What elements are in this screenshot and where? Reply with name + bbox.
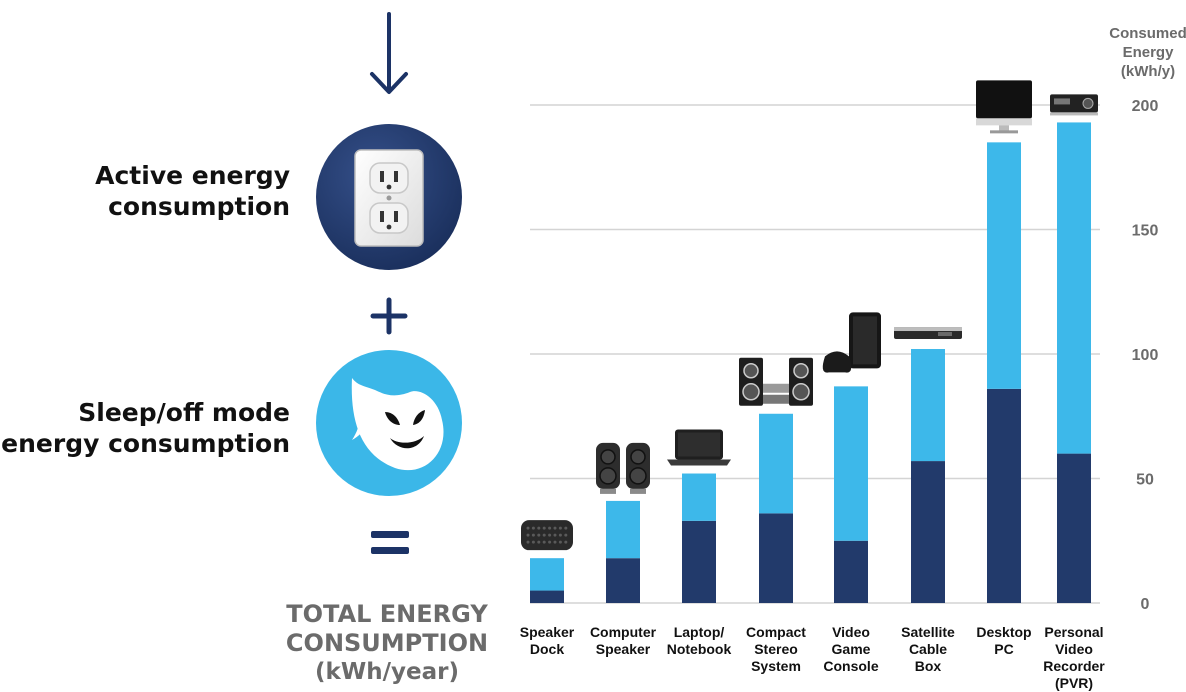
bar-segment-sleep-mode — [987, 388, 1021, 603]
y-tick-label: 0 — [1141, 596, 1150, 613]
y-tick-label: 50 — [1136, 472, 1154, 489]
category-label-line: Laptop/ — [674, 624, 725, 640]
bar-segment-sleep-mode — [759, 513, 793, 603]
category-label-line: Video — [1055, 641, 1093, 657]
category-label-line: System — [751, 658, 801, 674]
category-label: Laptop/Notebook — [667, 624, 732, 657]
axis-title-line: (kWh/y) — [1121, 63, 1175, 80]
left-panel-graphics — [316, 12, 462, 554]
bar-segment-active — [759, 413, 793, 514]
category-label-line: (PVR) — [1055, 675, 1093, 691]
bar-segment-active — [606, 500, 640, 559]
category-label-line: Desktop — [976, 624, 1031, 640]
total-label-line: CONSUMPTION — [285, 629, 489, 657]
bar-segment-active — [1057, 122, 1091, 454]
category-label-line: Dock — [530, 641, 564, 657]
total-consumption-label: TOTAL ENERGY CONSUMPTION (kWh/year) — [282, 600, 492, 687]
active-label-line: Active energy — [95, 161, 290, 190]
ghost-icon — [316, 350, 462, 496]
axis-title-line: Energy — [1123, 44, 1175, 61]
category-label-line: Console — [823, 658, 878, 674]
bar-segment-active — [987, 142, 1021, 389]
bar-segment-active — [834, 386, 868, 541]
bar-segment-active — [911, 349, 945, 462]
category-label-line: Personal — [1044, 624, 1103, 640]
axis-title-line: Consumed — [1109, 25, 1186, 42]
category-label-line: Cable — [909, 641, 947, 657]
total-label-unit: (kWh/year) — [315, 659, 459, 685]
total-label-line: TOTAL ENERGY — [286, 600, 488, 628]
plus-operator — [370, 297, 408, 335]
sleep-label-line: Sleep/off mode — [78, 398, 290, 427]
bar-segment-sleep-mode — [606, 558, 640, 603]
desktop-monitor-icon — [976, 80, 1032, 134]
sleep-label-line: energy consumption — [1, 429, 290, 458]
category-label-line: Speaker — [596, 641, 651, 657]
category-label-line: Compact — [746, 624, 806, 640]
category-label-line: Computer — [590, 624, 657, 640]
computer-speaker-icon — [596, 442, 650, 494]
y-tick-label: 100 — [1132, 347, 1159, 364]
bar-segment-active — [530, 558, 564, 591]
speaker-dock-icon — [521, 520, 573, 551]
y-tick-label: 150 — [1132, 223, 1159, 240]
category-label-line: Satellite — [901, 624, 955, 640]
left-panel: Active energy consumption Sleep/off mode… — [0, 0, 500, 692]
category-label-line: Game — [832, 641, 871, 657]
bar-segment-sleep-mode — [1057, 453, 1091, 603]
bar-segment-sleep-mode — [530, 590, 564, 603]
active-energy-label: Active energy consumption — [10, 160, 290, 222]
category-label-line: Video — [832, 624, 870, 640]
y-tick-label: 200 — [1132, 98, 1159, 115]
category-label-line: Speaker — [520, 624, 575, 640]
game-console-icon — [822, 312, 881, 373]
laptop-icon — [667, 429, 731, 466]
pvr-icon — [1050, 94, 1098, 116]
active-label-line: consumption — [108, 192, 290, 221]
bar-segment-sleep-mode — [911, 461, 945, 603]
sleep-mode-label: Sleep/off mode energy consumption — [0, 397, 290, 459]
cable-box-icon — [894, 327, 962, 340]
bar-segment-sleep-mode — [834, 540, 868, 603]
power-outlet-icon — [316, 124, 462, 270]
bar-segment-active — [682, 473, 716, 521]
category-label-line: Notebook — [667, 641, 732, 657]
category-label-line: Recorder — [1043, 658, 1105, 674]
bar-segment-sleep-mode — [682, 520, 716, 603]
down-arrow-icon — [370, 12, 408, 94]
category-label-line: Box — [915, 658, 942, 674]
category-label-line: Stereo — [754, 641, 798, 657]
stereo-system-icon — [739, 357, 813, 406]
category-label-line: PC — [994, 641, 1013, 657]
equals-operator — [371, 531, 409, 554]
